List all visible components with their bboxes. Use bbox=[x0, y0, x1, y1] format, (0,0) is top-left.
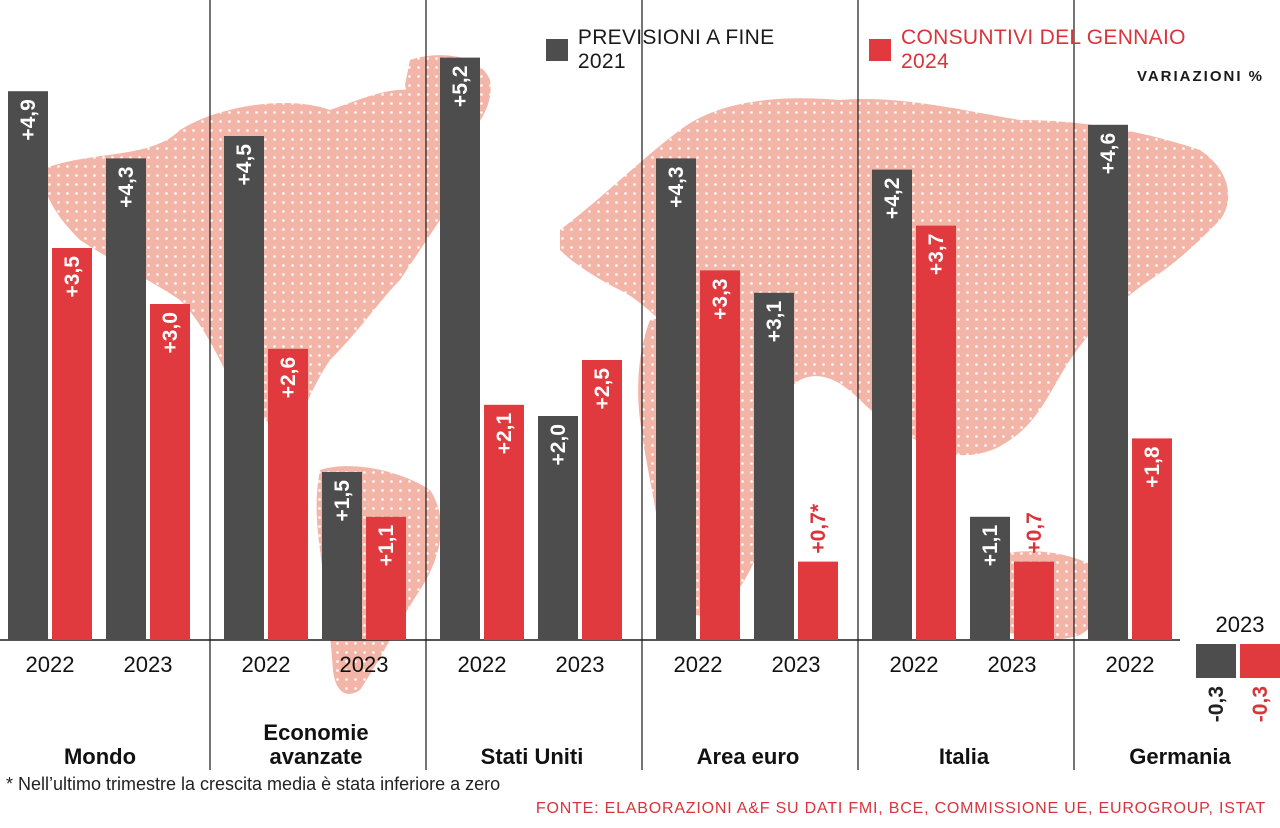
actual-bar bbox=[366, 516, 406, 640]
actual-bar bbox=[52, 248, 92, 640]
actual-bar bbox=[916, 225, 956, 640]
actual-bar bbox=[1240, 644, 1280, 678]
region-label: Area euro bbox=[697, 744, 800, 769]
actual-data-label: +3,7 bbox=[925, 234, 948, 275]
forecast-data-label: +4,2 bbox=[881, 178, 904, 219]
actual-bar bbox=[582, 360, 622, 640]
legend-item-actual: CONSUNTIVI DEL GENNAIO 2024 bbox=[869, 26, 1238, 74]
forecast-bar bbox=[538, 416, 578, 640]
forecast-data-label: +4,9 bbox=[17, 99, 40, 140]
actual-data-label: +1,1 bbox=[375, 524, 398, 566]
legend: PREVISIONI A FINE 2021 CONSUNTIVI DEL GE… bbox=[546, 26, 1280, 74]
forecast-data-label: +2,0 bbox=[547, 424, 570, 465]
year-tick-label: 2023 bbox=[988, 652, 1037, 677]
actual-data-label: +2,6 bbox=[277, 357, 300, 398]
year-tick-label: 2022 bbox=[890, 652, 939, 677]
labels-layer: Mondo 2022 +4,9 +3,5 2023 +4,3 +3,0 Economieava… bbox=[17, 66, 1272, 769]
unit-label: VARIAZIONI % bbox=[1136, 68, 1264, 85]
bars-layer bbox=[8, 57, 1280, 678]
forecast-bar bbox=[872, 169, 912, 640]
region-label: Economie bbox=[263, 720, 368, 745]
actual-data-label: +0,7* bbox=[807, 503, 830, 553]
footnote: * Nell’ultimo trimestre la crescita medi… bbox=[6, 774, 501, 794]
forecast-data-label: -0,3 bbox=[1205, 686, 1228, 722]
forecast-data-label: +4,3 bbox=[665, 166, 688, 207]
forecast-bar bbox=[970, 516, 1010, 640]
year-tick-label: 2022 bbox=[242, 652, 291, 677]
actual-data-label: +0,7 bbox=[1023, 512, 1046, 553]
region-label: Stati Uniti bbox=[481, 744, 584, 769]
forecast-data-label: +4,3 bbox=[115, 166, 138, 207]
forecast-data-label: +4,6 bbox=[1097, 133, 1120, 174]
forecast-bar bbox=[106, 158, 146, 640]
forecast-data-label: +1,1 bbox=[979, 524, 1002, 566]
legend-item-forecast: PREVISIONI A FINE 2021 bbox=[546, 26, 827, 74]
forecast-bar bbox=[1196, 644, 1236, 678]
actual-bar bbox=[1014, 561, 1054, 640]
actual-data-label: +2,5 bbox=[591, 368, 614, 410]
actual-bar bbox=[484, 404, 524, 640]
year-tick-label: 2023 bbox=[1216, 612, 1265, 637]
forecast-bar bbox=[322, 472, 362, 640]
forecast-bar bbox=[440, 57, 480, 641]
forecast-bar bbox=[656, 158, 696, 640]
year-tick-label: 2022 bbox=[674, 652, 723, 677]
legend-swatch-actual bbox=[869, 39, 892, 61]
forecast-bar bbox=[1088, 124, 1128, 641]
forecast-bar bbox=[224, 136, 264, 640]
forecast-data-label: +3,1 bbox=[763, 300, 786, 342]
legend-label-actual: CONSUNTIVI DEL GENNAIO 2024 bbox=[901, 26, 1186, 73]
forecast-data-label: +4,5 bbox=[233, 144, 256, 186]
forecast-data-label: +1,5 bbox=[331, 480, 354, 522]
region-label: Mondo bbox=[64, 744, 136, 769]
actual-data-label: -0,3 bbox=[1249, 686, 1272, 722]
actual-data-label: +3,3 bbox=[709, 278, 732, 319]
actual-data-label: +3,0 bbox=[159, 312, 182, 353]
forecast-data-label: +5,2 bbox=[449, 66, 472, 107]
actual-data-label: +2,1 bbox=[493, 412, 516, 454]
actual-bar bbox=[700, 270, 740, 640]
year-tick-label: 2022 bbox=[26, 652, 75, 677]
region-label: Italia bbox=[939, 744, 990, 769]
year-tick-label: 2022 bbox=[458, 652, 507, 677]
year-tick-label: 2023 bbox=[556, 652, 605, 677]
legend-swatch-forecast bbox=[546, 39, 568, 61]
year-tick-label: 2023 bbox=[124, 652, 173, 677]
actual-bar bbox=[798, 561, 838, 640]
year-tick-label: 2023 bbox=[340, 652, 389, 677]
forecast-bar bbox=[754, 292, 794, 640]
region-label: avanzate bbox=[270, 744, 363, 769]
actual-bar bbox=[1132, 438, 1172, 640]
region-label: Germania bbox=[1129, 744, 1231, 769]
legend-label-forecast: PREVISIONI A FINE 2021 bbox=[577, 26, 775, 73]
source-note: FONTE: ELABORAZIONI A&F SU DATI FMI, BCE… bbox=[535, 800, 1266, 817]
actual-bar bbox=[268, 348, 308, 640]
forecast-bar bbox=[8, 91, 48, 640]
actual-bar bbox=[150, 304, 190, 640]
actual-data-label: +3,5 bbox=[61, 256, 84, 298]
actual-data-label: +1,8 bbox=[1141, 446, 1164, 488]
year-tick-label: 2023 bbox=[772, 652, 821, 677]
year-tick-label: 2022 bbox=[1106, 652, 1155, 677]
